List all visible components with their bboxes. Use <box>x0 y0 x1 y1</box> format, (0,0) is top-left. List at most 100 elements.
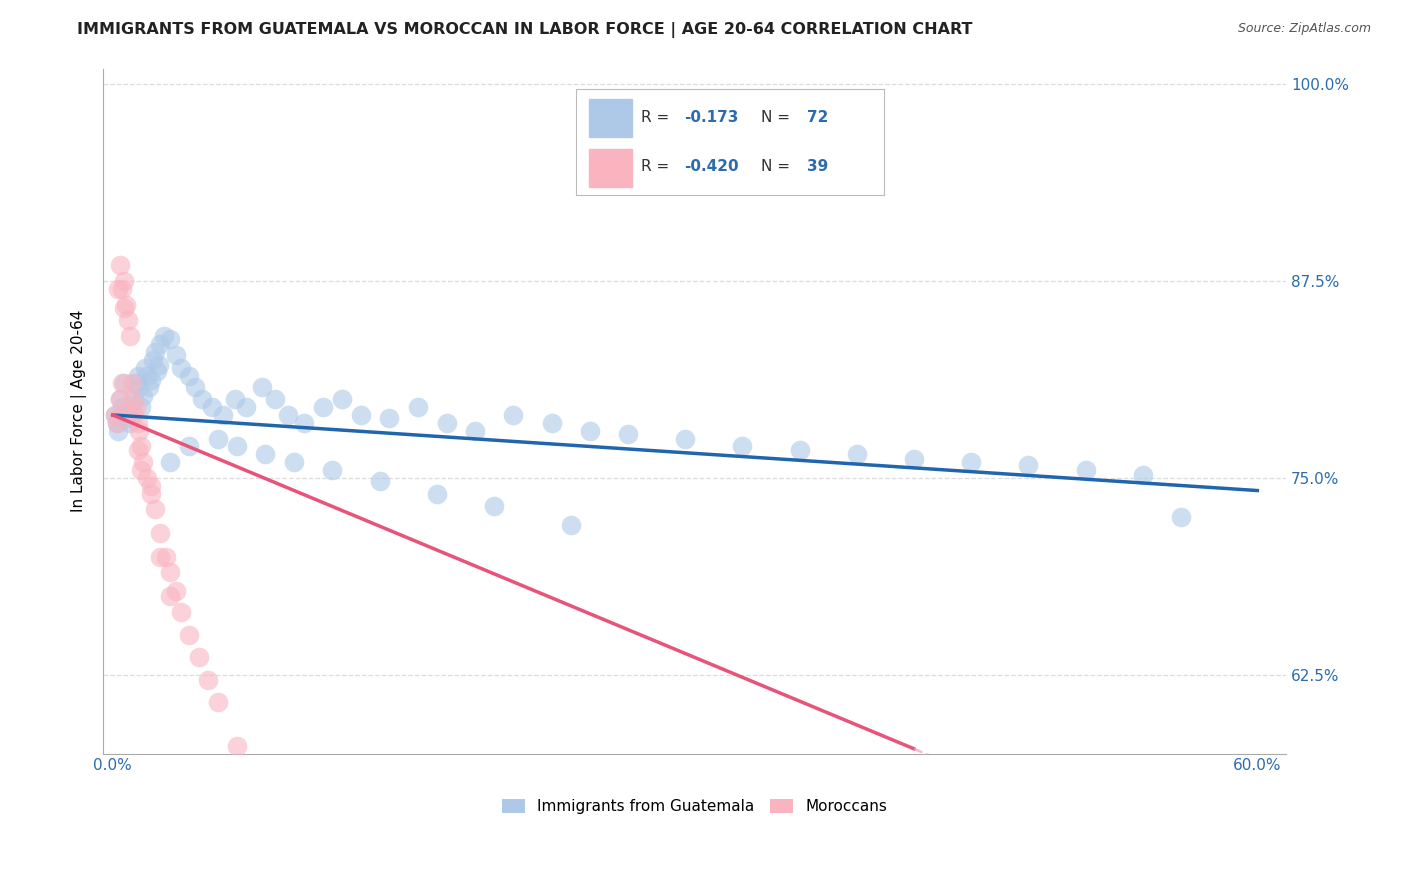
Point <box>111 282 134 296</box>
Point <box>789 442 811 457</box>
Point <box>139 479 162 493</box>
Point <box>121 399 143 413</box>
Point <box>903 452 925 467</box>
Point <box>110 258 132 272</box>
Point <box>105 416 128 430</box>
Point <box>321 463 343 477</box>
Legend: Immigrants from Guatemala, Moroccans: Immigrants from Guatemala, Moroccans <box>502 799 887 814</box>
Point <box>159 566 181 580</box>
Point <box>127 416 149 430</box>
Point <box>207 432 229 446</box>
Point <box>142 352 165 367</box>
Point <box>110 392 132 407</box>
Point <box>254 447 277 461</box>
Point <box>540 416 562 430</box>
Point <box>121 392 143 407</box>
Point <box>277 408 299 422</box>
Point <box>115 411 138 425</box>
Point <box>960 455 983 469</box>
Point <box>122 392 145 407</box>
Text: IMMIGRANTS FROM GUATEMALA VS MOROCCAN IN LABOR FORCE | AGE 20-64 CORRELATION CHA: IMMIGRANTS FROM GUATEMALA VS MOROCCAN IN… <box>77 22 973 38</box>
Point <box>107 282 129 296</box>
Point <box>311 400 333 414</box>
Point <box>378 411 401 425</box>
Point <box>131 400 153 414</box>
Point <box>117 313 139 327</box>
Point <box>292 416 315 430</box>
Point <box>112 274 135 288</box>
Point <box>184 379 207 393</box>
Point <box>436 416 458 430</box>
Point <box>578 424 600 438</box>
Text: Source: ZipAtlas.com: Source: ZipAtlas.com <box>1237 22 1371 36</box>
Point <box>368 474 391 488</box>
Point <box>127 368 149 383</box>
Point <box>149 526 172 541</box>
Point <box>207 694 229 708</box>
Point <box>127 442 149 457</box>
Point <box>143 502 166 516</box>
Point <box>105 416 128 430</box>
Point <box>197 673 219 687</box>
Point <box>110 392 132 407</box>
Point <box>159 455 181 469</box>
Point <box>149 549 172 564</box>
Point <box>845 447 868 461</box>
Point <box>224 392 246 407</box>
Point <box>115 298 138 312</box>
Point <box>132 455 155 469</box>
Point <box>117 405 139 419</box>
Point <box>1074 463 1097 477</box>
Point <box>191 392 214 407</box>
Point <box>131 463 153 477</box>
Point <box>350 408 373 422</box>
Point <box>177 440 200 454</box>
Point <box>731 440 754 454</box>
Point <box>201 400 224 414</box>
Point <box>145 364 167 378</box>
Point <box>484 500 506 514</box>
Point <box>128 424 150 438</box>
Point <box>104 408 127 422</box>
Point <box>165 348 187 362</box>
Point <box>170 360 193 375</box>
Point <box>128 379 150 393</box>
Point <box>330 392 353 407</box>
Point <box>225 440 247 454</box>
Point <box>235 400 257 414</box>
Point <box>138 379 160 393</box>
Point <box>149 337 172 351</box>
Point <box>165 584 187 599</box>
Point <box>132 389 155 403</box>
Point <box>112 376 135 391</box>
Point <box>1017 458 1039 473</box>
Point <box>426 486 449 500</box>
Point <box>406 400 429 414</box>
Point <box>107 424 129 438</box>
Point <box>264 392 287 407</box>
Point <box>177 628 200 642</box>
Point <box>124 400 146 414</box>
Point <box>148 358 170 372</box>
Point <box>1170 510 1192 524</box>
Point <box>134 360 156 375</box>
Point <box>212 408 235 422</box>
Point <box>139 486 162 500</box>
Point <box>560 518 582 533</box>
Y-axis label: In Labor Force | Age 20-64: In Labor Force | Age 20-64 <box>72 310 87 512</box>
Point <box>225 739 247 753</box>
Point <box>502 408 524 422</box>
Point <box>159 589 181 603</box>
Point <box>112 301 135 315</box>
Point <box>250 379 273 393</box>
Point <box>122 408 145 422</box>
Point <box>111 376 134 391</box>
Point <box>177 368 200 383</box>
Point <box>170 605 193 619</box>
Point <box>159 332 181 346</box>
Point <box>139 373 162 387</box>
Point <box>673 432 696 446</box>
Point <box>118 329 141 343</box>
Point <box>136 471 159 485</box>
Point <box>143 345 166 359</box>
